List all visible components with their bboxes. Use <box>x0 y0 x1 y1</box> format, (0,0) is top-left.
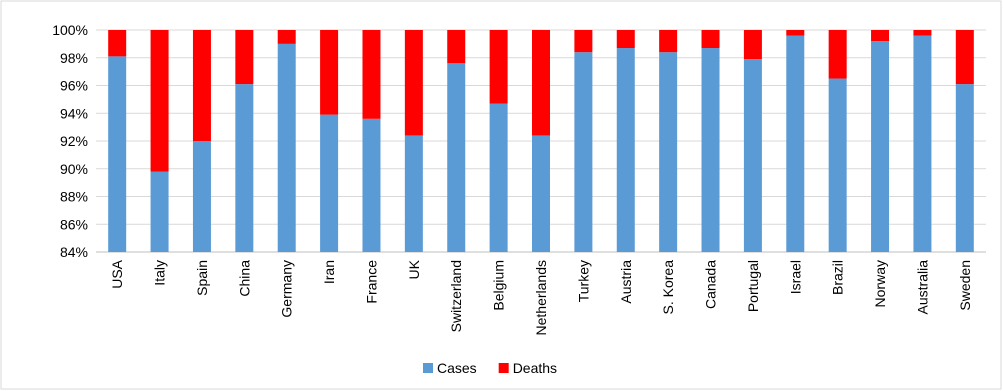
bar-segment <box>277 43 296 252</box>
y-tick-label: 94% <box>60 105 88 121</box>
bar-segment <box>616 48 635 252</box>
bar-segment <box>235 30 254 85</box>
x-tick-label: Germany <box>279 260 295 318</box>
x-tick-label: Israel <box>787 260 803 294</box>
bar-segment <box>447 63 466 252</box>
bar-segment <box>532 30 550 136</box>
bar-segment <box>532 135 550 252</box>
bar-segment <box>828 30 847 79</box>
legend-swatch <box>423 363 433 373</box>
bar-segment <box>320 30 339 115</box>
legend-label: Cases <box>437 360 477 376</box>
y-tick-label: 86% <box>60 216 88 232</box>
x-tick-label: Switzerland <box>448 260 464 332</box>
bar-segment <box>574 52 593 253</box>
bar-segment <box>574 30 593 53</box>
y-tick-label: 84% <box>60 244 88 260</box>
y-tick-label: 88% <box>60 189 88 205</box>
bar-segment <box>913 30 932 36</box>
x-tick-label: Spain <box>194 260 210 296</box>
bar-segment <box>192 30 211 141</box>
x-tick-label: China <box>236 260 252 297</box>
y-tick-label: 90% <box>60 161 88 177</box>
bar-segment <box>320 114 339 252</box>
y-tick-label: 98% <box>60 50 88 66</box>
x-tick-label: Austria <box>618 260 634 304</box>
bar-segment <box>192 141 211 252</box>
x-tick-label: France <box>363 260 379 304</box>
x-tick-label: Canada <box>703 260 719 309</box>
bar-segment <box>955 30 974 85</box>
x-tick-label: Norway <box>872 260 888 307</box>
bar-segment <box>404 30 423 136</box>
x-tick-label: Brazil <box>830 260 846 295</box>
bar-segment <box>955 84 974 252</box>
x-tick-label: Portugal <box>745 260 761 312</box>
x-tick-label: Netherlands <box>533 260 549 336</box>
bar-segment <box>150 171 169 252</box>
bar-segment <box>659 30 678 53</box>
bar-segment <box>786 30 805 36</box>
x-tick-label: UK <box>406 259 422 279</box>
y-tick-label: 92% <box>60 133 88 149</box>
bar-segment <box>489 30 508 104</box>
bar-segment <box>786 35 805 252</box>
bar-segment <box>235 84 254 252</box>
bar-segment <box>108 56 127 252</box>
legend-label: Deaths <box>513 360 557 376</box>
bar-segment <box>108 30 127 57</box>
bar-segment <box>871 41 890 252</box>
bar-segment <box>616 30 635 49</box>
bar-segment <box>659 52 678 253</box>
x-tick-label: S. Korea <box>660 260 676 315</box>
y-tick-label: 96% <box>60 78 88 94</box>
legend-swatch <box>498 363 509 373</box>
x-tick-label: Italy <box>152 260 168 286</box>
x-tick-label: Belgium <box>491 260 507 311</box>
bar-segment <box>871 30 890 42</box>
bar-segment <box>701 30 720 49</box>
bar-segment <box>150 30 169 172</box>
y-tick-label: 100% <box>52 22 88 38</box>
bar-segment <box>277 30 296 44</box>
bar-segment <box>489 103 508 252</box>
bar-segment <box>447 30 466 64</box>
x-tick-label: USA <box>109 259 125 288</box>
x-tick-label: Iran <box>321 260 337 284</box>
bar-segment <box>362 118 381 252</box>
bar-segment <box>913 35 932 252</box>
bar-segment <box>404 135 423 252</box>
bar-segment <box>743 30 762 60</box>
x-tick-label: Turkey <box>575 260 591 302</box>
x-tick-label: Australia <box>914 260 930 315</box>
bar-segment <box>743 59 762 253</box>
bar-segment <box>701 48 720 252</box>
bar-segment <box>362 30 381 119</box>
x-tick-label: Sweden <box>957 260 973 311</box>
bar-segment <box>828 78 847 252</box>
